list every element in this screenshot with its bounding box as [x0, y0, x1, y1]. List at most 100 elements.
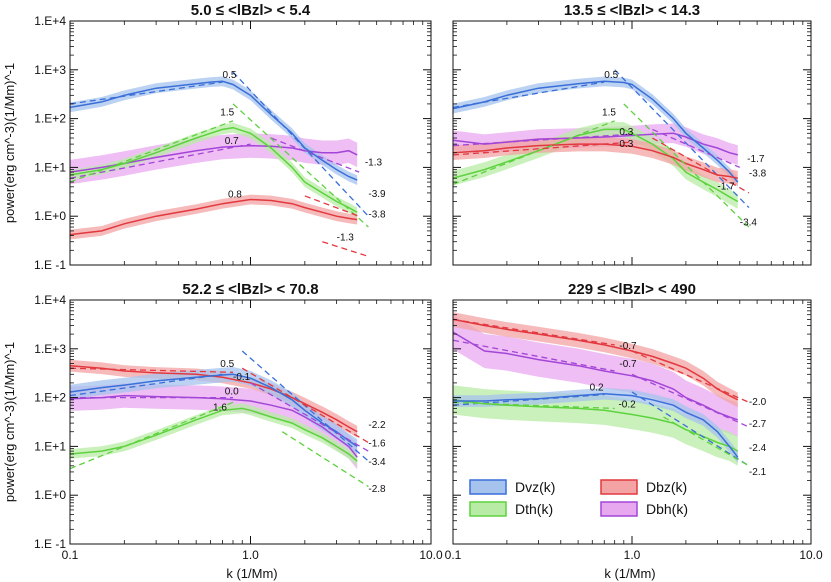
y-tick-label: 1.E+0 — [34, 209, 66, 223]
band-dbz — [453, 312, 738, 408]
fit-dvz — [453, 81, 605, 108]
x-tick-label: 1.0 — [624, 548, 641, 562]
legend-swatch-dth — [469, 501, 507, 517]
slope-annotation: 0.2 — [590, 382, 604, 393]
band-dvz — [70, 367, 358, 454]
fit-dbh — [652, 128, 741, 168]
fit-dth — [281, 431, 369, 488]
slope-annotation: -2.8 — [368, 484, 386, 495]
legend-label-dth: Dth(k) — [515, 501, 553, 517]
fit-dbz — [70, 367, 234, 373]
y-tick-label: 1.E+1 — [34, 439, 66, 453]
band-dbh — [70, 133, 358, 185]
legend-label-dbh: Dbh(k) — [646, 501, 688, 517]
y-tick-label: 1.E+2 — [34, 391, 66, 405]
panel-title: 229 ≤ <lBzl> < 490 — [568, 281, 696, 298]
slope-annotation: 0.5 — [604, 70, 618, 81]
slope-annotation: 0.0 — [225, 387, 239, 398]
band-dbz — [453, 136, 738, 186]
series-dbz — [70, 198, 358, 236]
slope-annotation: 0.5 — [220, 359, 234, 370]
series-dbh — [70, 394, 358, 458]
series-dth — [453, 399, 739, 452]
slope-annotation: 0.3 — [619, 139, 633, 150]
slope-annotation: -0.7 — [619, 341, 637, 352]
fit-dbz — [631, 350, 750, 403]
x-tick-label: 1.0 — [242, 548, 259, 562]
slope-annotation: -0.7 — [619, 359, 637, 370]
fit-dvz — [631, 391, 750, 467]
fit-dvz — [70, 373, 223, 397]
series-dbz — [70, 364, 358, 433]
slope-annotation: -3.4 — [740, 217, 758, 228]
series-dth — [70, 126, 358, 213]
fit-dbz — [241, 367, 369, 444]
slope-annotation: -1.3 — [365, 157, 383, 168]
slope-annotation: -3.9 — [368, 189, 386, 200]
slope-annotation: 1.6 — [213, 402, 227, 413]
band-dbh — [70, 383, 358, 470]
fit-dbh — [270, 137, 360, 173]
fit-dth — [663, 416, 750, 467]
x-tick-label: 10.0 — [799, 548, 823, 562]
slope-annotation: 0.7 — [225, 136, 239, 147]
slope-annotation: -1.6 — [368, 438, 386, 449]
series-dbh — [453, 132, 738, 156]
plot-content — [453, 69, 750, 228]
fit-dvz — [614, 69, 750, 209]
band-dvz — [453, 387, 738, 464]
x-tick-label: 0.1 — [445, 548, 462, 562]
y-tick-label: 1.E -1 — [34, 258, 66, 272]
x-axis-label-right: k (1/Mm) — [604, 566, 655, 581]
legend-swatch-dbh — [600, 501, 638, 517]
fit-dth — [453, 401, 615, 410]
legend: Dvz(k) Dbz(k) Dth(k) Dbh(k) — [469, 479, 688, 517]
band-dth — [70, 403, 358, 466]
slope-annotation: 0.5 — [223, 70, 237, 81]
slope-annotation: -2.2 — [368, 420, 386, 431]
plot-area — [70, 300, 431, 544]
y-tick-label: 1.E+4 — [34, 14, 66, 28]
panel-title: 5.0 ≤ <lBzl> < 5.4 — [191, 2, 311, 19]
slope-annotation: -3.8 — [368, 209, 386, 220]
fit-dbz — [453, 318, 615, 346]
panel-top-left: 1.E -1 1.E+0 1.E+1 1.E+2 1.E+3 1.E+4 5.0 ≤ <lB… — [34, 2, 432, 272]
series-dvz — [70, 373, 358, 448]
x-tick-label: 0.1 — [62, 548, 79, 562]
y-axis-label-top: power(erg cm^-3)(1/Mm)^-1 — [2, 63, 17, 223]
fit-dvz — [70, 81, 223, 105]
slope-annotation: 0.3 — [619, 127, 633, 138]
fit-dth — [453, 120, 615, 185]
y-tick-label: 1.E+0 — [34, 488, 66, 502]
series-dth — [453, 128, 739, 203]
fit-dbz — [322, 241, 369, 258]
fit-dbh — [70, 143, 251, 179]
legend-swatch-dbz — [600, 479, 638, 495]
slope-annotation: -1.7 — [747, 154, 765, 165]
slope-annotation: -0.2 — [618, 400, 636, 411]
fit-dbh — [631, 373, 750, 428]
slope-annotation: 0.8 — [228, 190, 242, 201]
plot-content — [70, 71, 369, 258]
slope-annotation: -2.0 — [749, 397, 767, 408]
legend-label-dbz: Dbz(k) — [646, 479, 687, 495]
slope-annotation: -2.7 — [749, 419, 767, 430]
y-axis-label-bottom: power(erg cm^-3)(1/Mm)^-1 — [2, 342, 17, 502]
plot-content — [453, 312, 750, 467]
y-tick-label: 1.E+3 — [34, 342, 66, 356]
panel-bottom-right: 0.1 1.0 10.0 229 ≤ <lBzl> < 490 -0.7 -0.7 0.2 -… — [445, 281, 823, 562]
panel-bottom-left: 1.E -1 1.E+0 1.E+1 1.E+2 1.E+3 1.E+4 0.1 1.0 10.… — [34, 281, 443, 562]
slope-annotation: -1.7 — [717, 182, 735, 193]
fit-dvz — [232, 71, 369, 217]
fit-dbh — [453, 339, 615, 372]
x-tick-label: 10.0 — [419, 548, 443, 562]
fit-dth — [70, 120, 234, 183]
panel-top-right: 13.5 ≤ <lBzl> < 14.30.51.50.30.3-1.7-3.8… — [452, 2, 812, 266]
fit-dth — [232, 103, 369, 228]
slope-annotation: -2.4 — [749, 443, 767, 454]
panel-title: 52.2 ≤ <lBzl> < 70.8 — [182, 281, 318, 298]
band-dbz — [70, 194, 358, 240]
y-tick-label: 1.E -1 — [34, 537, 66, 551]
series-dth — [70, 407, 358, 462]
slope-annotation: -1.3 — [337, 232, 355, 243]
